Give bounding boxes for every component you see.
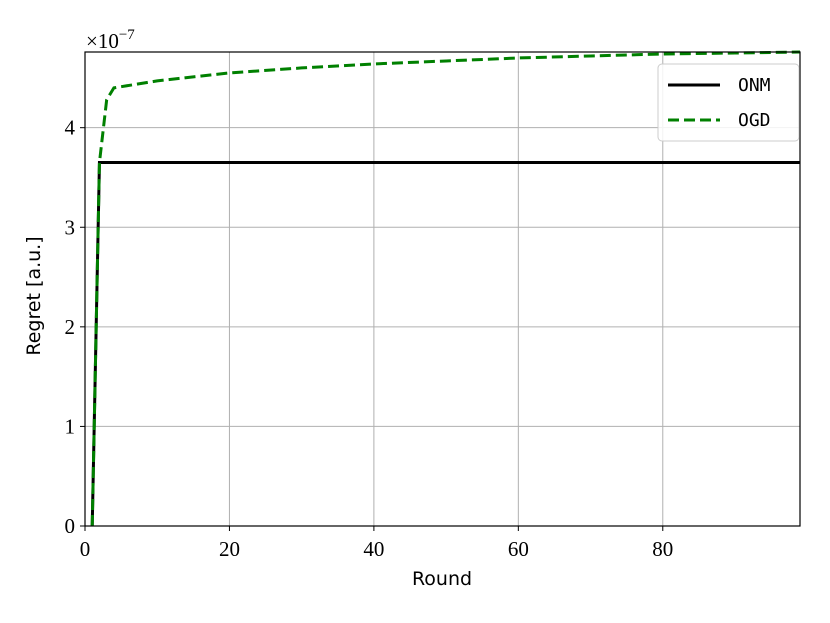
legend-label: ONM: [738, 75, 771, 96]
y-tick-label: 1: [65, 414, 76, 438]
x-tick-label: 20: [219, 537, 240, 561]
y-tick-label: 2: [65, 315, 76, 339]
plot-frame: [84, 51, 801, 527]
legend-label: OGD: [738, 110, 771, 131]
line-series: [90, 50, 801, 527]
x-tick-label: 40: [363, 537, 384, 561]
y-offset-label: ×10−7: [86, 27, 135, 53]
y-tick-label: 4: [65, 116, 76, 140]
y-tick-label: 3: [65, 215, 76, 239]
legend-box: [657, 63, 800, 142]
x-axis-label: Round: [412, 568, 472, 590]
y-tick-label: 0: [65, 514, 76, 538]
x-tick-label: 0: [80, 537, 91, 561]
line-series: [90, 161, 800, 527]
x-tick-label: 60: [508, 537, 529, 561]
x-tick-label: 80: [652, 537, 673, 561]
y-axis-label: Regret [a.u.]: [23, 236, 45, 355]
legend: ONM OGD: [657, 63, 800, 142]
